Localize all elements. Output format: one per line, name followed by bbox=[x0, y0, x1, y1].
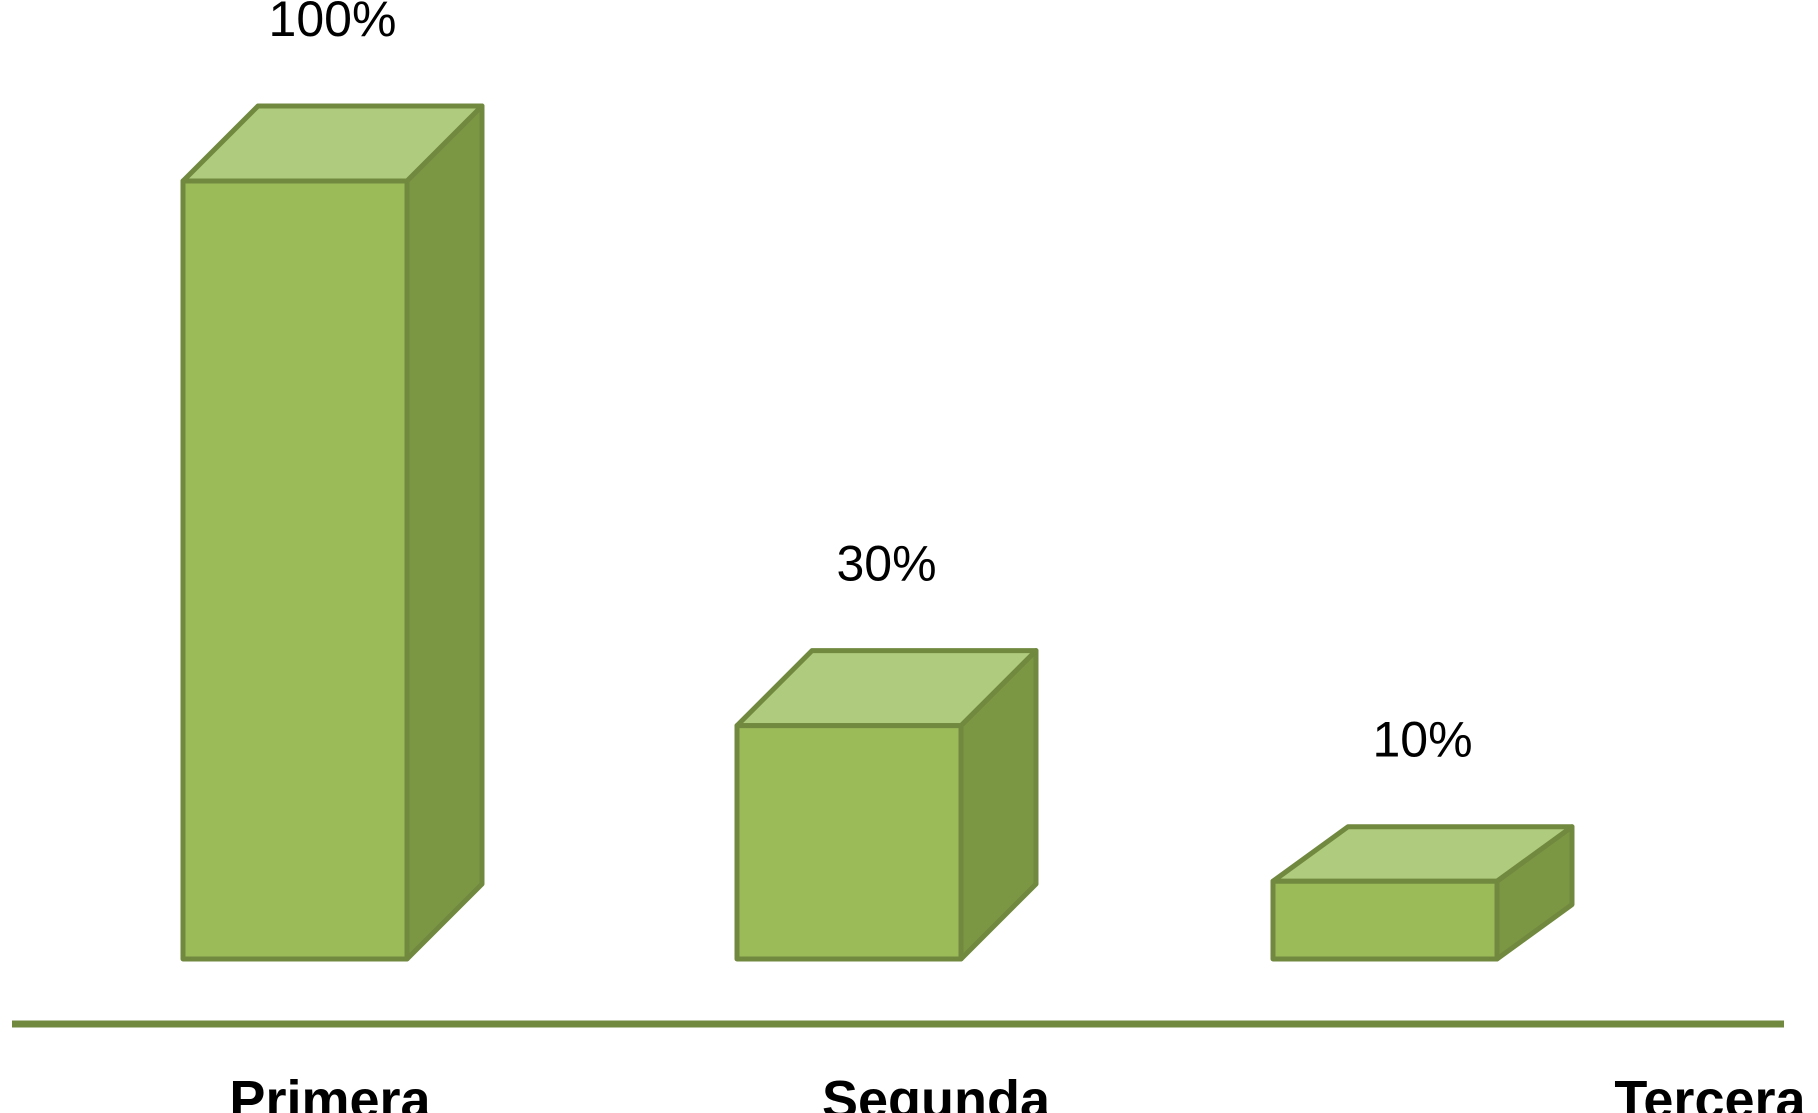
bar-side-primera bbox=[404, 103, 485, 962]
data-label-primera: 100% bbox=[269, 0, 397, 47]
bar-primera bbox=[180, 103, 485, 962]
category-label-segunda: Segunda bbox=[822, 1070, 1051, 1113]
bar-tercera bbox=[1270, 824, 1575, 962]
value-labels-group: 100% 30% 10% bbox=[269, 0, 1473, 768]
data-label-tercera: 10% bbox=[1372, 712, 1472, 768]
bar-front-segunda bbox=[734, 723, 964, 962]
category-label-tercera: Tercera bbox=[1614, 1070, 1806, 1113]
category-labels-group: Primera Segunda Tercera bbox=[229, 1070, 1806, 1113]
bar-front-primera bbox=[180, 178, 410, 962]
bar-segunda bbox=[734, 648, 1039, 962]
bar-front-tercera bbox=[1270, 878, 1500, 962]
bars-group bbox=[180, 103, 1575, 962]
category-label-primera: Primera bbox=[229, 1070, 431, 1113]
data-label-segunda: 30% bbox=[836, 536, 936, 592]
